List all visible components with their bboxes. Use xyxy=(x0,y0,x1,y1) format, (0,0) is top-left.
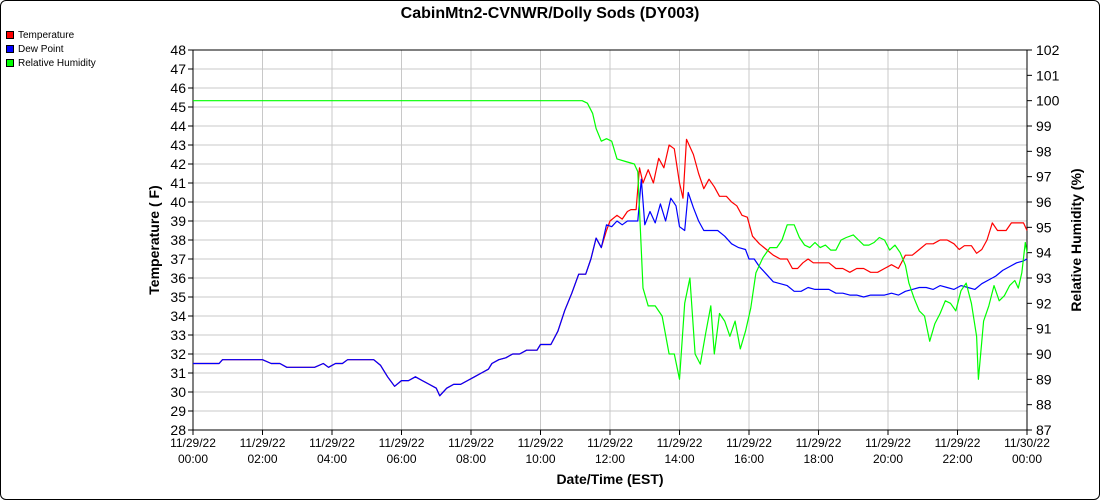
y-axis-label-left: Temperature ( F) xyxy=(146,185,162,294)
tick-label-x-time: 12:00 xyxy=(595,452,625,466)
tick-label-left: 45 xyxy=(170,99,186,115)
tick-label-right: 92 xyxy=(1036,295,1052,311)
tick-label-x-time: 06:00 xyxy=(386,452,416,466)
tick-label-x-date: 11/30/22 xyxy=(1004,436,1050,450)
legend-item-dew-point: Dew Point xyxy=(6,42,96,56)
legend-label-dew-point: Dew Point xyxy=(18,43,64,55)
tick-label-x-time: 02:00 xyxy=(247,452,277,466)
tick-label-x-time: 18:00 xyxy=(803,452,833,466)
tick-label-left: 43 xyxy=(170,137,186,153)
tick-label-left: 37 xyxy=(170,251,186,267)
tick-label-x-time: 10:00 xyxy=(525,452,555,466)
tick-label-right: 87 xyxy=(1036,422,1052,438)
y-axis-label-right: Relative Humidity (%) xyxy=(1068,168,1084,311)
tick-label-right: 91 xyxy=(1036,321,1052,337)
tick-label-left: 30 xyxy=(170,384,186,400)
tick-label-x-time: 08:00 xyxy=(456,452,486,466)
tick-label-left: 42 xyxy=(170,156,186,172)
tick-label-right: 90 xyxy=(1036,346,1052,362)
tick-label-right: 95 xyxy=(1036,219,1052,235)
tick-label-x-date: 11/29/22 xyxy=(448,436,494,450)
tick-label-left: 46 xyxy=(170,80,186,96)
tick-label-right: 99 xyxy=(1036,118,1052,134)
tick-label-right: 93 xyxy=(1036,270,1052,286)
tick-label-left: 39 xyxy=(170,213,186,229)
tick-label-x-date: 11/29/22 xyxy=(726,436,772,450)
tick-label-left: 48 xyxy=(170,42,186,58)
series-line-relative-humidity xyxy=(193,100,1028,380)
tick-label-right: 96 xyxy=(1036,194,1052,210)
tick-label-x-time: 20:00 xyxy=(873,452,903,466)
tick-label-left: 32 xyxy=(170,346,186,362)
tick-label-x-date: 11/29/22 xyxy=(796,436,842,450)
tick-label-left: 38 xyxy=(170,232,186,248)
tick-label-x-date: 11/29/22 xyxy=(587,436,633,450)
tick-label-left: 47 xyxy=(170,61,186,77)
tick-label-right: 101 xyxy=(1036,67,1060,83)
tick-label-left: 33 xyxy=(170,327,186,343)
tick-label-x-date: 11/29/22 xyxy=(379,436,425,450)
tick-label-right: 100 xyxy=(1036,93,1060,109)
tick-label-right: 88 xyxy=(1036,397,1052,413)
tick-label-left: 41 xyxy=(170,175,186,191)
tick-label-left: 31 xyxy=(170,365,186,381)
legend-swatch-dew-point xyxy=(6,45,14,53)
tick-label-left: 35 xyxy=(170,289,186,305)
tick-label-left: 34 xyxy=(170,308,186,324)
tick-label-right: 102 xyxy=(1036,42,1060,58)
series-line-dew-point xyxy=(193,178,1028,397)
tick-label-x-date: 11/29/22 xyxy=(518,436,564,450)
tick-label-x-time: 16:00 xyxy=(734,452,764,466)
tick-label-left: 29 xyxy=(170,403,186,419)
tick-label-x-time: 00:00 xyxy=(1012,452,1042,466)
legend-label-temperature: Temperature xyxy=(18,29,75,41)
tick-label-left: 36 xyxy=(170,270,186,286)
tick-label-right: 94 xyxy=(1036,245,1052,261)
tick-label-x-time: 00:00 xyxy=(178,452,208,466)
legend-item-temperature: Temperature xyxy=(6,28,96,42)
tick-label-x-time: 14:00 xyxy=(664,452,694,466)
tick-label-right: 97 xyxy=(1036,169,1052,185)
legend: Temperature Dew Point Relative Humidity xyxy=(6,28,96,70)
tick-label-right: 98 xyxy=(1036,143,1052,159)
chart-title: CabinMtn2-CVNWR/Dolly Sods (DY003) xyxy=(400,5,700,22)
tick-label-x-time: 04:00 xyxy=(317,452,347,466)
tick-label-left: 40 xyxy=(170,194,186,210)
x-axis-label: Date/Time (EST) xyxy=(556,471,663,487)
tick-label-x-date: 11/29/22 xyxy=(865,436,911,450)
tick-label-x-date: 11/29/22 xyxy=(240,436,286,450)
legend-label-relative-humidity: Relative Humidity xyxy=(18,57,96,69)
legend-swatch-relative-humidity xyxy=(6,59,14,67)
legend-item-relative-humidity: Relative Humidity xyxy=(6,56,96,70)
tick-label-right: 89 xyxy=(1036,371,1052,387)
legend-swatch-temperature xyxy=(6,31,14,39)
tick-label-left: 44 xyxy=(170,118,186,134)
tick-label-x-date: 11/29/22 xyxy=(935,436,981,450)
tick-label-left: 28 xyxy=(170,422,186,438)
tick-label-x-date: 11/29/22 xyxy=(170,436,216,450)
tick-label-x-date: 11/29/22 xyxy=(657,436,703,450)
plot-border xyxy=(192,49,1028,431)
tick-label-x-time: 22:00 xyxy=(942,452,972,466)
tick-label-x-date: 11/29/22 xyxy=(309,436,355,450)
